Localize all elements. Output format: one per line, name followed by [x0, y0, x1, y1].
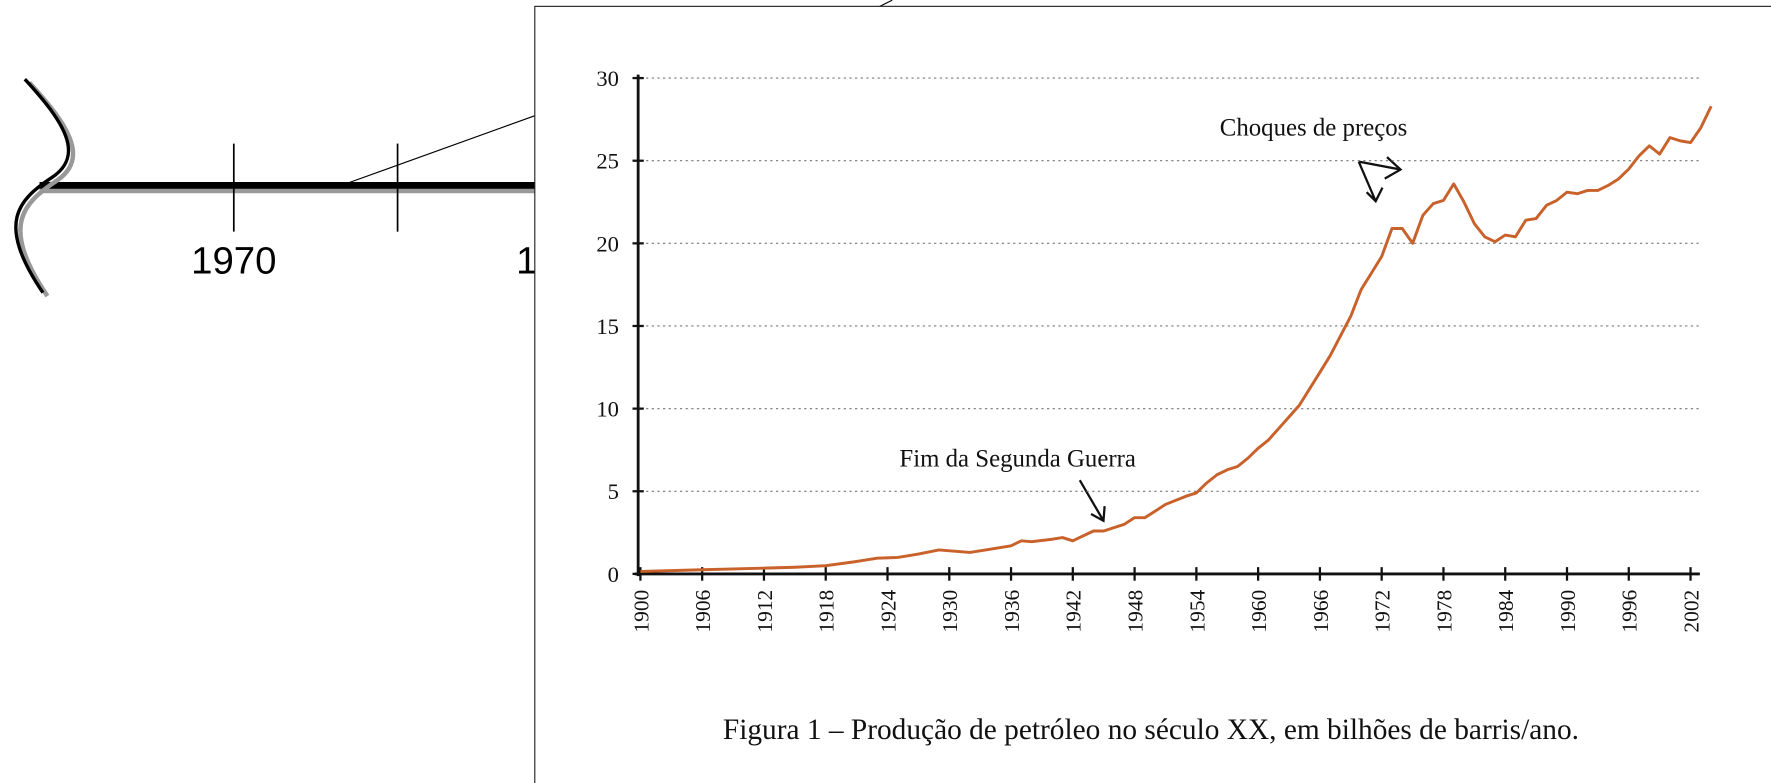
x-tick-label: 2002 — [1679, 590, 1703, 633]
timeline-label: 1 — [516, 239, 537, 282]
y-tick-label: 20 — [596, 231, 619, 256]
timeline-break — [14, 78, 71, 294]
x-tick-label: 1984 — [1494, 589, 1518, 632]
timeline-label: 1970 — [191, 239, 276, 282]
x-tick-label: 1912 — [753, 590, 777, 633]
y-tick-label: 5 — [608, 479, 619, 504]
timeline-break-shadow — [18, 81, 76, 298]
x-tick-label: 1990 — [1556, 590, 1580, 633]
x-tick-label: 1900 — [629, 590, 653, 633]
x-tick-label: 1942 — [1062, 590, 1086, 633]
timeline: 1970 1 — [14, 0, 893, 298]
x-tick-label: 1954 — [1185, 589, 1209, 632]
x-tick-label: 1930 — [938, 590, 962, 633]
x-tick-label: 1966 — [1309, 589, 1333, 632]
y-tick-label: 25 — [596, 149, 619, 174]
caption: Figura 1 – Produção de petróleo no sécul… — [723, 714, 1579, 746]
callout-line — [344, 112, 543, 185]
x-tick-label: 1960 — [1247, 590, 1271, 633]
annotation-arrow — [1357, 156, 1403, 204]
y-tick-label: 10 — [596, 397, 619, 422]
x-tick-label: 1906 — [691, 589, 715, 632]
chart-image-frame — [534, 5, 1771, 783]
data-line — [640, 105, 1713, 573]
annotation: Fim da Segunda Guerra — [899, 446, 1136, 473]
y-tick-label: 30 — [596, 66, 619, 91]
y-tick-label: 15 — [596, 314, 619, 339]
x-tick-label: 1996 — [1618, 589, 1642, 632]
x-tick-label: 1936 — [1000, 589, 1024, 632]
chart: Choques de preços Fim da Segunda Guerra … — [596, 66, 1713, 746]
x-tick-label: 1972 — [1371, 590, 1395, 633]
x-tick-label: 1918 — [815, 590, 839, 633]
x-tick-label: 1924 — [876, 589, 900, 632]
x-tick-label: 1978 — [1432, 590, 1456, 633]
x-tick-label: 1948 — [1123, 590, 1147, 633]
y-tick-label: 0 — [608, 562, 619, 587]
annotation: Choques de preços — [1220, 115, 1408, 142]
annotation-arrow — [1078, 479, 1106, 523]
